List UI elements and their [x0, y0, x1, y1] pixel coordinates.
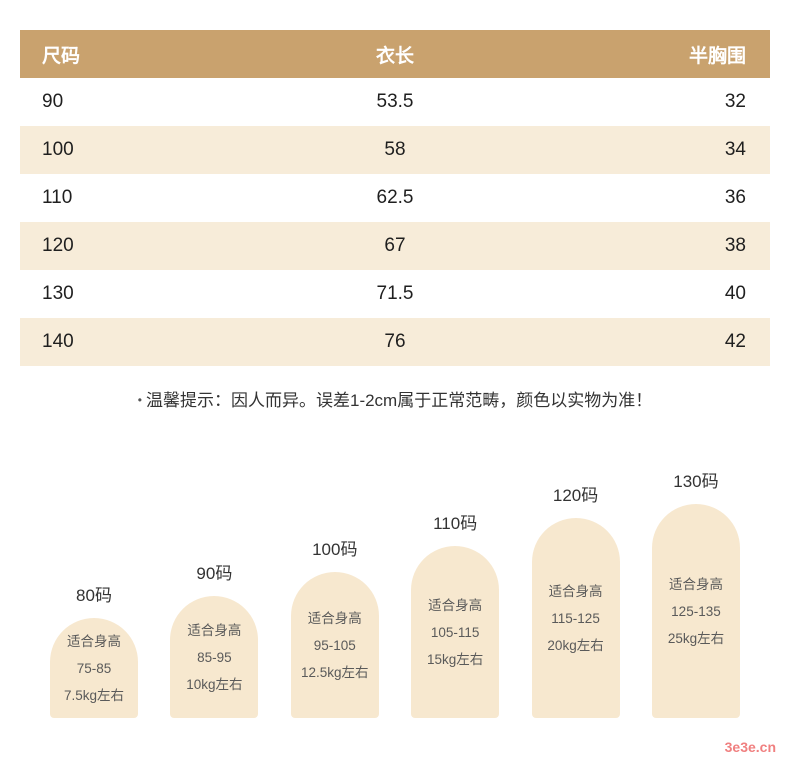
table-cell-size: 110	[42, 187, 73, 208]
size-label: 120码	[552, 486, 599, 505]
size-label: 110码	[433, 514, 478, 533]
size-guide-item: 120码 适合身高 115-125 20kg左右	[531, 481, 620, 718]
size-pill: 适合身高 105-115 15kg左右	[411, 546, 500, 718]
pill-height-range: 85-95	[197, 649, 232, 665]
watermark: 3e3e.cn	[724, 739, 776, 755]
pill-fit-label: 适合身高	[668, 576, 723, 592]
table-cell-length: 67	[384, 235, 406, 256]
size-pill: 适合身高 85-95 10kg左右	[170, 596, 259, 718]
table-cell-chest: 38	[724, 235, 746, 256]
size-table: 尺码 衣长 半胸围 90 53.5 32 100 58 34 110 62.5 …	[20, 30, 770, 366]
pill-weight: 12.5kg左右	[301, 664, 369, 680]
size-guide-item: 110码 适合身高 105-115 15kg左右	[411, 509, 500, 718]
table-row: 120 67 38	[20, 222, 770, 270]
table-cell-size: 100	[42, 139, 74, 160]
table-cell-length: 62.5	[376, 187, 414, 208]
pill-height-range: 125-135	[671, 603, 721, 619]
table-cell-chest: 36	[724, 187, 746, 208]
note-text: 温馨提示：因人而异。误差1-2cm属于正常范畴，颜色以实物为准！	[145, 391, 653, 410]
pill-weight: 7.5kg左右	[63, 687, 125, 703]
table-cell-chest: 40	[724, 283, 746, 304]
size-guide-item: 80码 适合身高 75-85 7.5kg左右	[50, 581, 138, 718]
size-guide-item: 130码 适合身高 125-135 25kg左右	[651, 467, 740, 718]
pill-fit-label: 适合身高	[307, 610, 362, 626]
size-label: 130码	[673, 472, 719, 491]
size-pill: 适合身高 95-105 12.5kg左右	[290, 572, 379, 718]
table-cell-length: 58	[384, 139, 406, 160]
pill-height-range: 115-125	[551, 610, 600, 626]
size-label: 80码	[76, 586, 112, 605]
table-cell-chest: 32	[724, 91, 746, 112]
table-row: 130 71.5 40	[20, 270, 770, 318]
column-header-chest: 半胸围	[545, 30, 770, 78]
pill-height-range: 105-115	[430, 624, 480, 640]
pill-fit-label: 适合身高	[428, 597, 483, 613]
size-height-guide: 80码 适合身高 75-85 7.5kg左右 90码 适合身高 85-95 10…	[50, 468, 740, 718]
pill-weight: 20kg左右	[547, 637, 604, 653]
table-cell-size: 140	[42, 331, 74, 352]
table-cell-size: 130	[42, 283, 74, 304]
pill-weight: 25kg左右	[667, 630, 725, 646]
note-bullet: •	[137, 393, 142, 407]
size-guide-item: 90码 适合身高 85-95 10kg左右	[170, 559, 259, 718]
pill-fit-label: 适合身高	[548, 583, 603, 599]
size-guide-item: 100码 适合身高 95-105 12.5kg左右	[290, 535, 379, 718]
table-cell-length: 53.5	[376, 91, 414, 112]
table-row: 100 58 34	[20, 126, 770, 174]
table-row: 90 53.5 32	[20, 78, 770, 126]
table-row: 110 62.5 36	[20, 174, 770, 222]
size-label: 90码	[196, 564, 233, 583]
table-cell-chest: 34	[724, 139, 746, 160]
table-cell-length: 71.5	[376, 283, 414, 304]
table-cell-length: 76	[384, 331, 406, 352]
table-cell-size: 120	[42, 235, 74, 256]
note: • 温馨提示：因人而异。误差1-2cm属于正常范畴，颜色以实物为准！	[0, 386, 790, 411]
table-header-row: 尺码 衣长 半胸围	[20, 30, 770, 78]
pill-weight: 15kg左右	[427, 651, 484, 667]
table-cell-size: 90	[42, 91, 64, 112]
size-label: 100码	[312, 540, 358, 559]
pill-weight: 10kg左右	[186, 676, 243, 692]
pill-fit-label: 适合身高	[187, 622, 242, 638]
column-header-size: 尺码	[20, 30, 245, 78]
table-cell-chest: 42	[724, 331, 746, 352]
table-row: 140 76 42	[20, 318, 770, 366]
column-header-length: 衣长	[245, 30, 545, 78]
pill-height-range: 75-85	[76, 660, 112, 676]
size-pill: 适合身高 115-125 20kg左右	[531, 518, 620, 718]
pill-height-range: 95-105	[313, 637, 356, 653]
size-pill: 适合身高 75-85 7.5kg左右	[50, 618, 138, 718]
pill-fit-label: 适合身高	[67, 633, 121, 649]
size-pill: 适合身高 125-135 25kg左右	[651, 504, 740, 718]
